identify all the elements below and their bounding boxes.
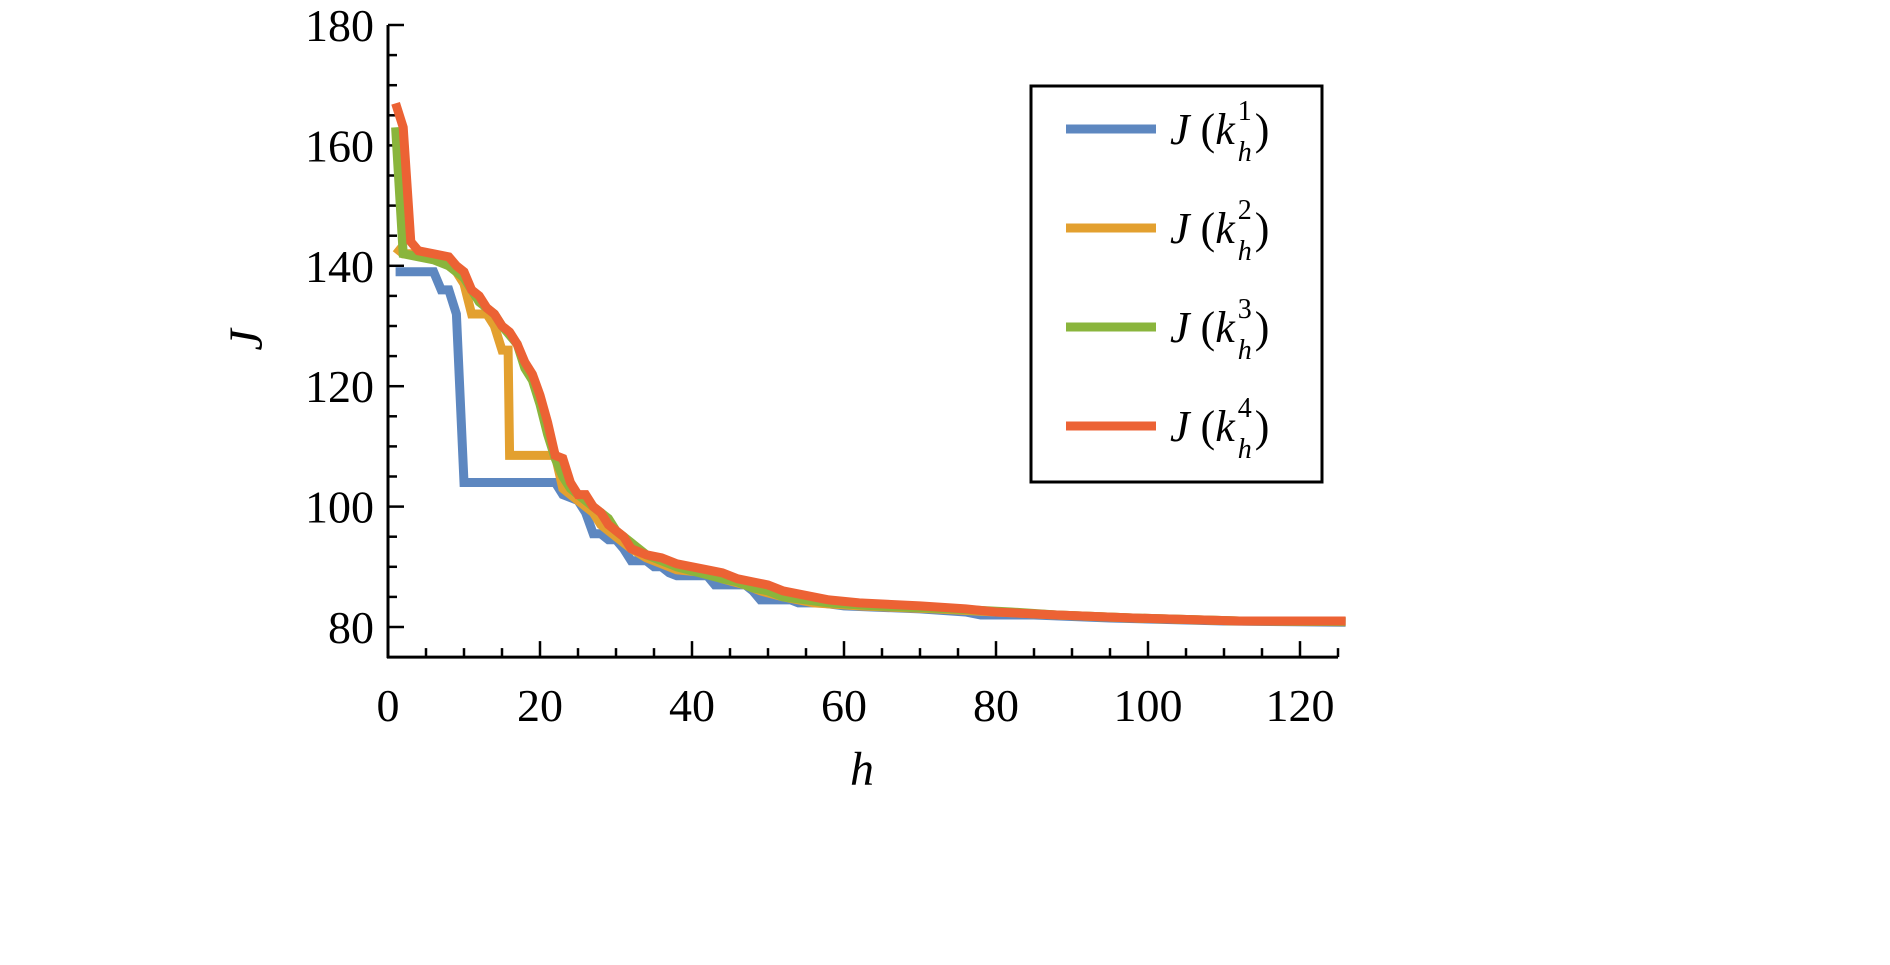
legend-sup-2: 2 <box>1238 195 1252 226</box>
x-tick-label: 80 <box>973 680 1019 731</box>
y-tick-label: 160 <box>305 120 374 171</box>
legend-box <box>1029 84 1324 484</box>
x-tick-label: 120 <box>1266 680 1335 731</box>
legend-label-1: J (k <box>1170 105 1236 154</box>
legend: J (k 1h)J (k 2h)J (k 3h)J (k 4h) <box>1029 84 1324 484</box>
legend-sup-3: 3 <box>1238 294 1252 325</box>
legend-sub-4: h <box>1238 434 1252 465</box>
y-tick-label: 180 <box>305 0 374 51</box>
y-tick-label: 140 <box>305 241 374 292</box>
y-tick-label: 80 <box>328 602 374 653</box>
y-axis-title: J <box>220 327 273 351</box>
legend-label-2: J (k <box>1170 204 1236 253</box>
x-tick-label: 100 <box>1114 680 1183 731</box>
series-lines <box>391 101 1346 627</box>
legend-close-paren-1: ) <box>1255 105 1270 154</box>
legend-sup-1: 1 <box>1238 96 1252 127</box>
legend-sub-1: h <box>1238 137 1252 168</box>
x-tick-label: 60 <box>821 680 867 731</box>
legend-label-3: J (k <box>1170 303 1236 352</box>
x-axis-title: h <box>850 743 874 796</box>
axes: 0 20 40 60 80 100 120 80 100 120 140 160 180 <box>305 0 1340 731</box>
legend-sup-4: 4 <box>1238 393 1252 424</box>
legend-sub-2: h <box>1238 236 1252 267</box>
y-tick-label: 120 <box>305 361 374 412</box>
x-tick-label: 20 <box>517 680 563 731</box>
x-tick-label: 40 <box>669 680 715 731</box>
y-tick-label: 100 <box>305 482 374 533</box>
legend-sub-3: h <box>1238 335 1252 366</box>
legend-close-paren-3: ) <box>1255 303 1270 352</box>
series-line-4 <box>391 101 1346 626</box>
legend-label-4: J (k <box>1170 402 1236 451</box>
legend-close-paren-4: ) <box>1255 402 1270 451</box>
legend-close-paren-2: ) <box>1255 204 1270 253</box>
x-tick-label: 0 <box>377 680 400 731</box>
